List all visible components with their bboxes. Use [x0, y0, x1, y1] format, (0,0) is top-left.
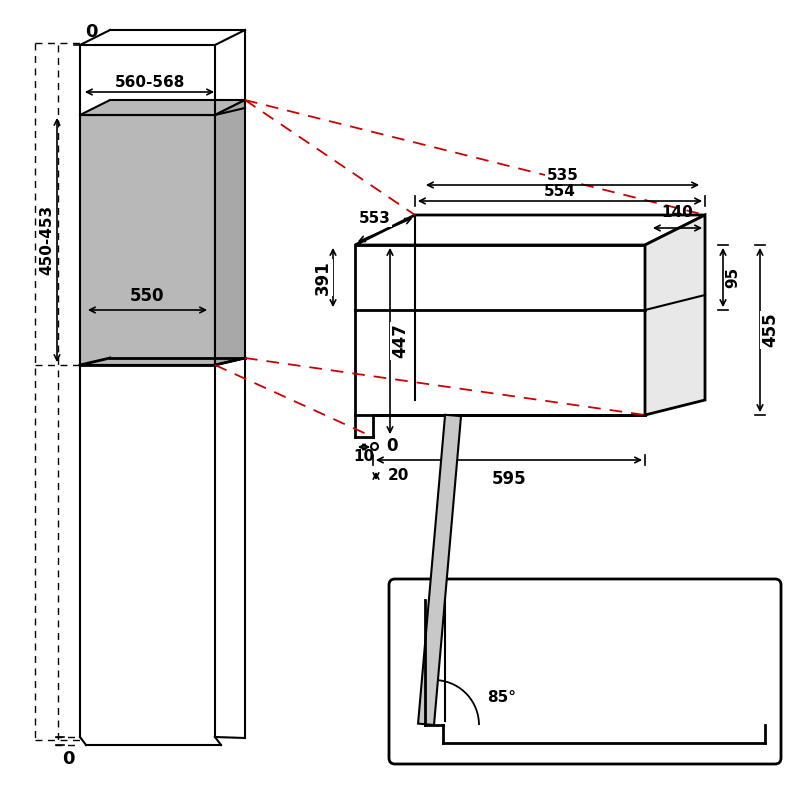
- Polygon shape: [418, 414, 461, 725]
- Text: 450-453: 450-453: [39, 205, 54, 275]
- Text: 20: 20: [388, 469, 410, 483]
- Text: 0: 0: [386, 437, 398, 455]
- Text: 10: 10: [354, 449, 374, 464]
- Text: 447: 447: [391, 323, 409, 358]
- Text: 95: 95: [726, 267, 741, 288]
- Text: 140: 140: [661, 205, 693, 220]
- Text: 455: 455: [761, 313, 779, 347]
- Text: 595: 595: [492, 470, 526, 488]
- Text: 560-568: 560-568: [114, 75, 185, 90]
- Text: 0: 0: [62, 750, 74, 768]
- Text: 553: 553: [359, 211, 391, 226]
- Text: 535: 535: [546, 168, 578, 183]
- Polygon shape: [355, 245, 645, 415]
- Text: 550: 550: [130, 287, 164, 305]
- Polygon shape: [355, 215, 705, 245]
- Text: 348: 348: [573, 582, 605, 597]
- Text: 391: 391: [314, 260, 332, 295]
- Polygon shape: [80, 115, 215, 365]
- Polygon shape: [645, 215, 705, 415]
- Text: 554: 554: [544, 184, 576, 199]
- Text: 85°: 85°: [487, 690, 516, 705]
- FancyBboxPatch shape: [389, 579, 781, 764]
- Text: 0: 0: [85, 23, 98, 41]
- Polygon shape: [215, 100, 245, 365]
- Polygon shape: [80, 100, 245, 115]
- Text: 6: 6: [728, 707, 738, 722]
- Text: 8: 8: [734, 748, 746, 763]
